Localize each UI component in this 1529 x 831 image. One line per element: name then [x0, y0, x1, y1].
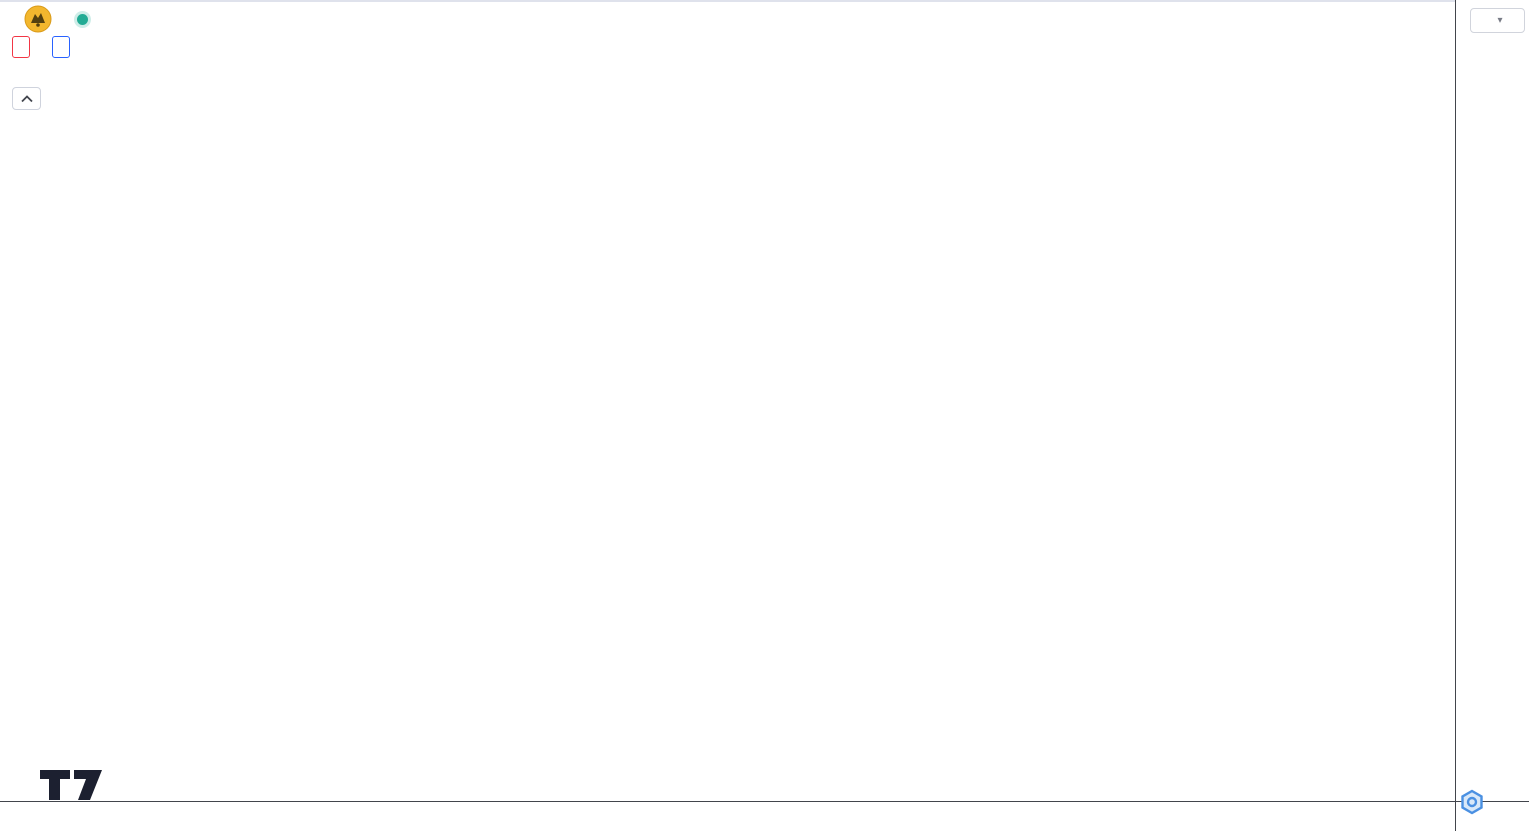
collapse-legend-button[interactable] [12, 87, 41, 110]
axis-corner-divider [1455, 802, 1456, 831]
bid-ask-row [12, 36, 70, 58]
cci-legend[interactable] [8, 732, 17, 746]
time-axis[interactable] [0, 801, 1529, 831]
ma-ribbon-legend[interactable] [8, 66, 45, 80]
chevron-down-icon: ▾ [1497, 15, 1503, 26]
price-axis[interactable]: ▾ [1455, 0, 1529, 801]
window-top-strip [0, 0, 1529, 2]
market-status-icon [77, 13, 88, 25]
tradingview-logo[interactable] [40, 770, 122, 800]
gold-symbol-icon [24, 5, 52, 33]
symbol-header [24, 5, 154, 33]
price-chart-canvas[interactable] [0, 0, 1455, 801]
buy-ask-button[interactable] [52, 36, 70, 58]
ohlc-readout [114, 12, 154, 27]
atr-legend[interactable] [8, 693, 17, 707]
chevron-up-icon [20, 94, 33, 102]
currency-selector[interactable]: ▾ [1470, 8, 1525, 33]
sell-bid-button[interactable] [12, 36, 30, 58]
